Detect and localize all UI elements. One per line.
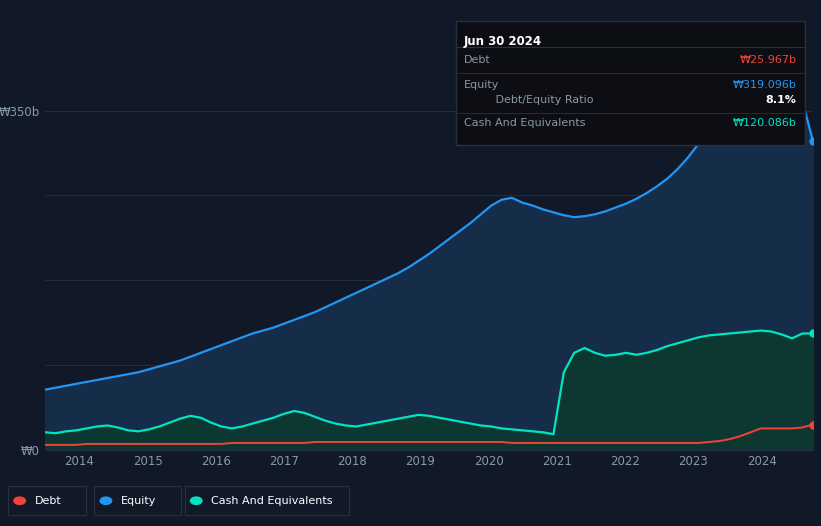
Text: ₩120.086b: ₩120.086b [732, 118, 796, 128]
Text: 8.1%: 8.1% [765, 95, 796, 105]
Text: Debt: Debt [464, 55, 491, 65]
Text: Equity: Equity [121, 495, 156, 506]
Text: Debt: Debt [34, 495, 62, 506]
Text: ₩319.096b: ₩319.096b [732, 80, 796, 90]
Text: Cash And Equivalents: Cash And Equivalents [211, 495, 333, 506]
Text: ₩25.967b: ₩25.967b [740, 55, 796, 65]
Text: Cash And Equivalents: Cash And Equivalents [464, 118, 585, 128]
Text: Jun 30 2024: Jun 30 2024 [464, 35, 542, 47]
Text: Equity: Equity [464, 80, 499, 90]
Text: Debt/Equity Ratio: Debt/Equity Ratio [464, 95, 594, 105]
